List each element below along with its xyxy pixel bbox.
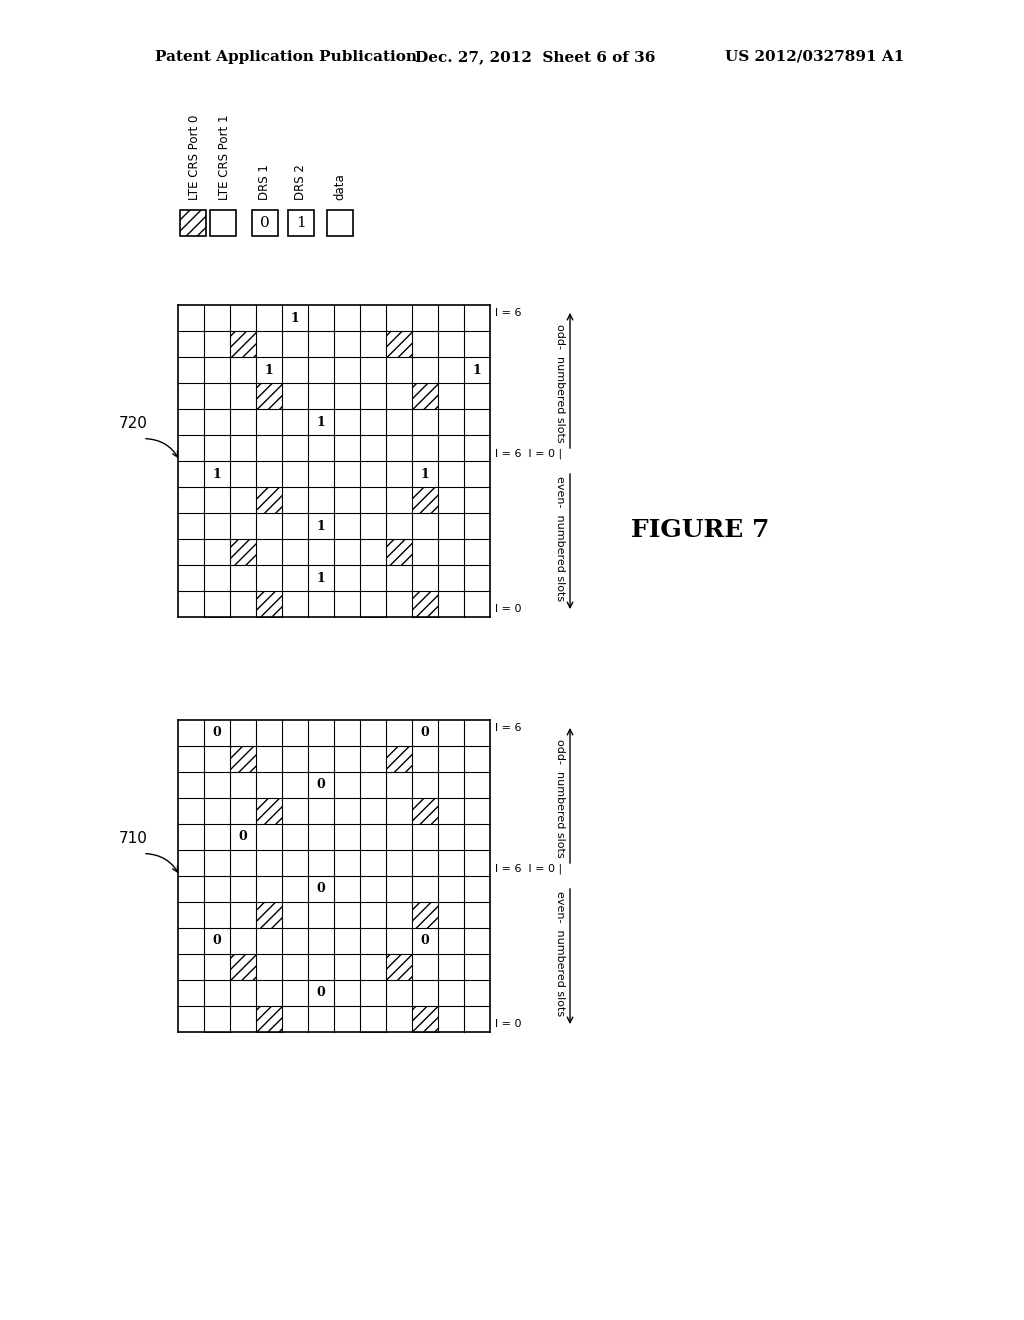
Text: data: data	[334, 173, 346, 201]
Bar	[204, 383, 230, 409]
Bar	[282, 331, 308, 356]
Text: DRS 1: DRS 1	[258, 164, 271, 201]
Bar	[386, 746, 412, 772]
Text: 0: 0	[239, 830, 248, 843]
Bar	[386, 331, 412, 356]
Text: FIGURE 7: FIGURE 7	[631, 517, 769, 543]
Text: 0: 0	[316, 779, 326, 792]
Text: LTE CRS Port 1: LTE CRS Port 1	[218, 115, 231, 201]
Text: 720: 720	[119, 416, 147, 432]
Text: 1: 1	[213, 467, 221, 480]
Text: 1: 1	[264, 363, 273, 376]
Text: l = 6  l = 0 |: l = 6 l = 0 |	[495, 863, 562, 874]
Bar	[252, 210, 278, 236]
Bar	[412, 383, 438, 409]
Bar	[438, 746, 464, 772]
Text: 1: 1	[473, 363, 481, 376]
Bar	[178, 305, 490, 616]
Bar	[204, 487, 230, 513]
Text: 0: 0	[213, 935, 221, 948]
Text: 1: 1	[291, 312, 299, 325]
Bar	[412, 799, 438, 824]
Bar	[438, 331, 464, 356]
Bar	[360, 383, 386, 409]
Bar	[230, 954, 256, 979]
Bar	[256, 1006, 282, 1032]
Text: 1: 1	[316, 416, 326, 429]
Bar	[256, 487, 282, 513]
Bar	[360, 591, 386, 616]
Text: odd-  numbered slots: odd- numbered slots	[555, 323, 565, 442]
Bar	[256, 902, 282, 928]
Text: 1: 1	[316, 520, 326, 532]
Bar	[204, 591, 230, 616]
Bar	[412, 902, 438, 928]
Text: 0: 0	[316, 986, 326, 999]
Bar	[204, 1006, 230, 1032]
Text: Dec. 27, 2012  Sheet 6 of 36: Dec. 27, 2012 Sheet 6 of 36	[415, 50, 655, 63]
Text: 0: 0	[421, 726, 429, 739]
Bar	[386, 954, 412, 979]
Bar	[412, 591, 438, 616]
Bar	[412, 487, 438, 513]
Text: l = 6: l = 6	[495, 308, 521, 318]
Text: l = 0: l = 0	[495, 1019, 521, 1030]
Text: odd-  numbered slots: odd- numbered slots	[555, 739, 565, 857]
Bar	[230, 331, 256, 356]
Text: 0: 0	[421, 935, 429, 948]
Text: 710: 710	[119, 832, 147, 846]
Bar	[230, 746, 256, 772]
Bar	[204, 799, 230, 824]
Text: Patent Application Publication: Patent Application Publication	[155, 50, 417, 63]
Bar	[360, 1006, 386, 1032]
Text: even-  numbered slots: even- numbered slots	[555, 477, 565, 602]
Bar	[282, 954, 308, 979]
Bar	[210, 210, 236, 236]
Bar	[282, 746, 308, 772]
Text: DRS 2: DRS 2	[294, 164, 306, 201]
Bar	[256, 799, 282, 824]
Text: l = 6  l = 0 |: l = 6 l = 0 |	[495, 449, 562, 459]
Text: LTE CRS Port 0: LTE CRS Port 0	[188, 115, 202, 201]
Bar	[412, 1006, 438, 1032]
Text: even-  numbered slots: even- numbered slots	[555, 891, 565, 1016]
Bar	[178, 719, 490, 1032]
Bar	[360, 799, 386, 824]
Text: l = 6: l = 6	[495, 723, 521, 733]
Bar	[282, 539, 308, 565]
Bar	[256, 383, 282, 409]
Bar	[288, 210, 314, 236]
Bar	[386, 539, 412, 565]
Text: 0: 0	[260, 216, 270, 230]
Text: 0: 0	[213, 726, 221, 739]
Text: 1: 1	[316, 572, 326, 585]
Text: 1: 1	[421, 467, 429, 480]
Text: 0: 0	[316, 883, 326, 895]
Bar	[360, 487, 386, 513]
Bar	[360, 902, 386, 928]
Text: US 2012/0327891 A1: US 2012/0327891 A1	[725, 50, 904, 63]
Text: l = 0: l = 0	[495, 605, 521, 614]
Bar	[180, 210, 206, 236]
Text: 1: 1	[296, 216, 306, 230]
Bar	[256, 591, 282, 616]
Bar	[438, 539, 464, 565]
Bar	[230, 539, 256, 565]
Bar	[438, 954, 464, 979]
Bar	[327, 210, 353, 236]
Bar	[204, 902, 230, 928]
